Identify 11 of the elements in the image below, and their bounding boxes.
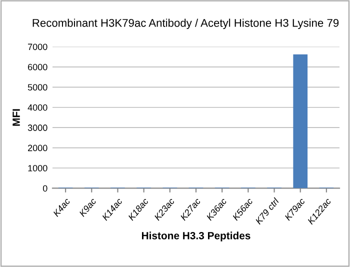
- x-axis-title: Histone H3.3 Peptides: [142, 232, 250, 242]
- y-tick-label: 1000: [28, 164, 48, 172]
- y-tick-label: 5000: [28, 84, 48, 91]
- y-tick-label: 2000: [28, 144, 48, 152]
- y-tick-label: 3000: [28, 124, 48, 131]
- chart-title: Recombinant H3K79ac Antibody / Acetyl Histone H3 Lysine 79: [32, 18, 339, 30]
- y-tick-label: 4000: [28, 104, 48, 111]
- y-axis-title: MFI: [12, 109, 20, 126]
- y-tick-label: 0: [42, 185, 48, 192]
- y-tick-label: 6000: [28, 64, 48, 70]
- y-tick-label: 7000: [28, 44, 48, 50]
